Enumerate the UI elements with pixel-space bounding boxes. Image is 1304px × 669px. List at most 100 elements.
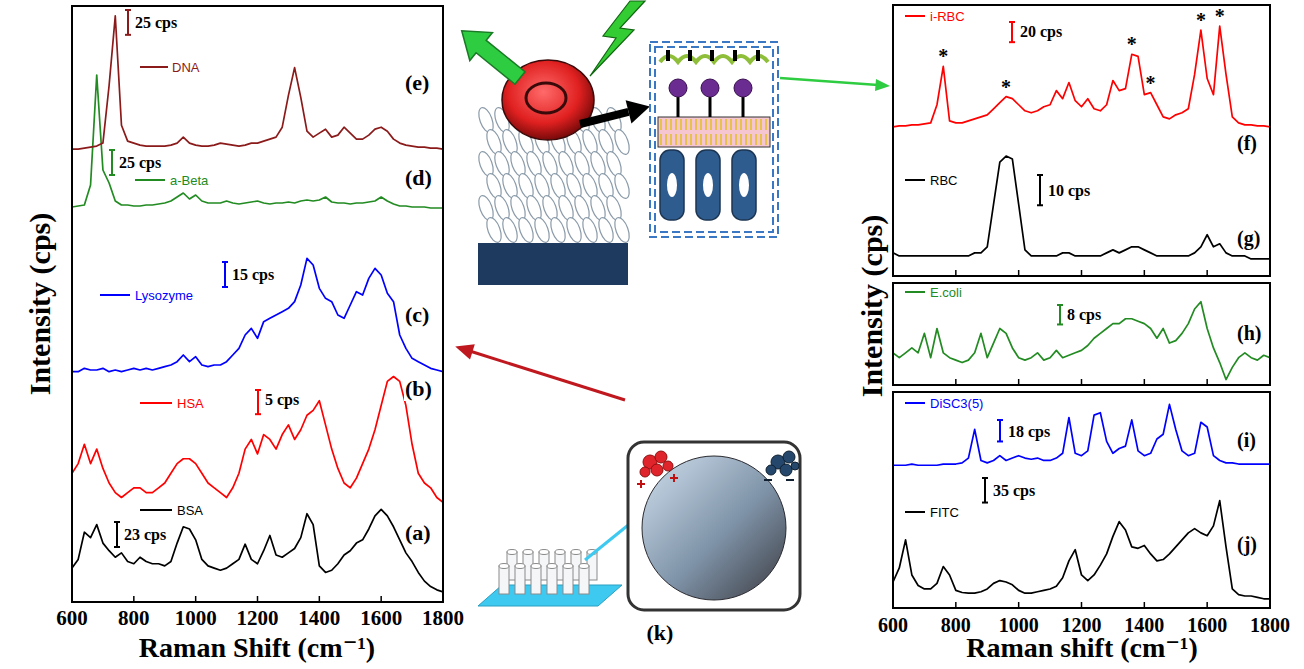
- lipid: [695, 119, 697, 130]
- protein-pore: [739, 173, 749, 197]
- scale-bar: [1037, 175, 1043, 205]
- scale-bar-cap: [1037, 174, 1043, 176]
- scale-bar-cap: [109, 149, 115, 151]
- scale-bar-cap: [125, 34, 131, 36]
- panel-letter: (c): [405, 302, 429, 327]
- panel: 60080010001200140016001800BSA23 cps(a)HS…: [56, 6, 464, 630]
- series-name: E.coli: [930, 285, 962, 300]
- panel-letter: (j): [1237, 533, 1257, 556]
- glycan-unit: [688, 50, 692, 61]
- scale-bar: [997, 420, 1003, 441]
- panel-letter: (h): [1237, 322, 1261, 345]
- scale-bar: [1057, 305, 1063, 324]
- spectrum: [72, 509, 443, 592]
- labels: E.coli8 cps(h): [905, 285, 1262, 345]
- stalk: [742, 97, 745, 117]
- label-ground: [169, 173, 210, 188]
- nanorod-top: [555, 550, 565, 555]
- x-tick-label: 1000: [175, 606, 217, 630]
- scale-bar-cap: [1057, 323, 1063, 325]
- label-ground: [1236, 227, 1261, 250]
- scale-bar-cap: [1037, 204, 1043, 206]
- label-ground: [929, 396, 984, 411]
- legend-swatch: [100, 294, 130, 296]
- scale-bar-cap: [1009, 21, 1015, 23]
- nanorod-top: [507, 550, 517, 555]
- nanorod: [515, 566, 525, 594]
- lipid: [735, 119, 737, 130]
- nanorod-top: [571, 550, 581, 555]
- panel-letter: (i): [1237, 429, 1256, 452]
- protein-pore: [703, 173, 713, 197]
- x-tick-label: 800: [118, 606, 150, 630]
- nanorod-top: [547, 564, 557, 569]
- protein-negative: [766, 465, 776, 475]
- scale-bar: [1009, 22, 1015, 42]
- legend-swatch: [140, 66, 168, 68]
- diagram-label: (k): [647, 620, 674, 645]
- cell-nucleus: [526, 83, 566, 113]
- label-ground: [1019, 23, 1063, 41]
- glycan-unit: [756, 50, 760, 61]
- scale-bar: [982, 478, 988, 503]
- panel-letter: (e): [405, 70, 429, 95]
- protein-negative: [783, 451, 795, 463]
- plot-frame: [72, 6, 443, 602]
- y-axis-title: Intensity (cps): [855, 215, 889, 398]
- x-axis-title: Raman Shift (cm⁻¹): [139, 632, 375, 663]
- plot-area: [72, 16, 443, 592]
- spectrum: [893, 501, 1270, 599]
- label-ground: [1236, 322, 1262, 345]
- labels: DiSC3(5)18 cps(i)FITC35 cps(j): [905, 396, 1258, 556]
- spectrum: [72, 16, 443, 149]
- lipid: [705, 119, 707, 130]
- nanorod-top: [531, 564, 541, 569]
- lipid: [725, 134, 727, 145]
- lipid: [700, 134, 702, 145]
- arrow-head: [453, 339, 475, 360]
- label-ground: [992, 482, 1036, 500]
- spectrum: [893, 26, 1270, 127]
- lipid: [675, 119, 677, 130]
- legend-swatch: [135, 179, 165, 181]
- scale-bar-line: [1039, 175, 1041, 205]
- scatter-arrow: [450, 17, 531, 92]
- lipid: [735, 134, 737, 145]
- protein: [660, 150, 684, 220]
- nanorod: [499, 566, 509, 594]
- lipid: [685, 134, 687, 145]
- spectrum: [893, 302, 1270, 380]
- peak-marker: *: [1196, 9, 1206, 31]
- lipid: [740, 134, 742, 145]
- panel: E.coli8 cps(h): [893, 283, 1270, 385]
- nanorod: [563, 566, 573, 594]
- plot-frame: [893, 5, 1270, 276]
- label-ground: [123, 526, 167, 544]
- protein-negative: [791, 462, 799, 470]
- glycan-unit: [710, 50, 714, 61]
- peak-marker: *: [1127, 33, 1137, 55]
- scale-bar-cap: [114, 521, 120, 523]
- lipid: [750, 134, 752, 145]
- lipid: [670, 119, 672, 130]
- panel: 60080010001200140016001800DiSC3(5)18 cps…: [878, 392, 1290, 636]
- label-ground: [404, 376, 433, 401]
- plot-area: [893, 26, 1270, 259]
- x-tick-label: 1800: [422, 606, 464, 630]
- lipid: [720, 134, 722, 145]
- label-ground: [231, 266, 275, 284]
- lipid: [665, 134, 667, 145]
- scale-bar-cap: [255, 389, 261, 391]
- arrow-head: [626, 95, 653, 124]
- legend-swatch: [905, 402, 925, 404]
- legend-swatch: [905, 511, 925, 513]
- lipid: [745, 119, 747, 130]
- panel: i-RBC20 cps(f)******RBC10 cps(g): [893, 5, 1270, 276]
- label-ground: [171, 60, 201, 75]
- nanorod: [531, 566, 541, 594]
- nanorod: [532, 216, 552, 245]
- protein: [732, 150, 756, 220]
- peak-marker: *: [938, 45, 948, 67]
- link-arrow: [453, 339, 628, 408]
- series-name: DiSC3(5): [930, 396, 983, 411]
